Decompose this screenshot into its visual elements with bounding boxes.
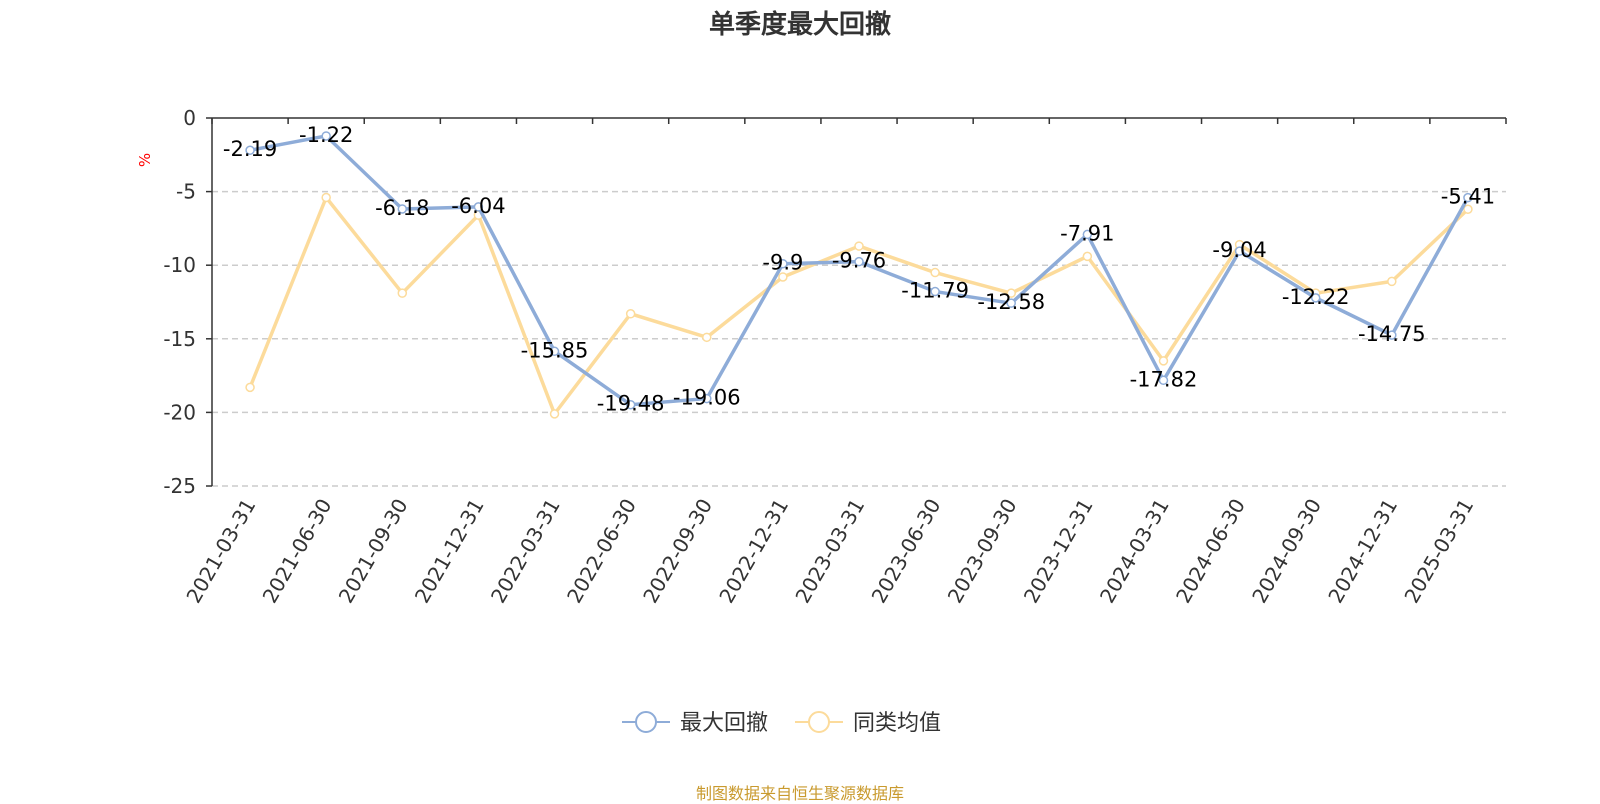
data-point[interactable] [778, 258, 788, 269]
data-point[interactable] [1158, 375, 1169, 386]
data-point[interactable] [245, 145, 255, 155]
legend[interactable]: 最大回撤 同类均值 [622, 711, 941, 736]
data-label: -12.58 [977, 290, 1045, 314]
data-label: -19.48 [597, 392, 665, 416]
data-label: -12.22 [1282, 285, 1350, 309]
data-point[interactable] [1158, 356, 1169, 366]
data-point[interactable] [549, 409, 560, 419]
x-tick-label: 2022-09-30 [638, 495, 717, 608]
data-label: -7.91 [1060, 221, 1114, 245]
data-label: -9.76 [832, 249, 886, 273]
x-tick-label: 2021-12-31 [410, 494, 489, 607]
data-point[interactable] [702, 393, 712, 404]
data-label: -14.75 [1358, 322, 1426, 346]
data-point[interactable] [625, 399, 636, 410]
data-point[interactable] [549, 346, 560, 357]
y-tick-label: -15 [163, 327, 196, 351]
legend-item-1[interactable]: 同类均值 [795, 711, 941, 736]
data-point[interactable] [1387, 276, 1397, 287]
x-tick-label: 2023-12-31 [1019, 495, 1098, 608]
x-tick-label: 2021-03-31 [181, 495, 260, 608]
data-point[interactable] [1463, 204, 1473, 215]
data-label: -2.19 [223, 137, 277, 161]
x-tick-label: 2021-06-30 [258, 495, 337, 608]
data-point[interactable] [854, 256, 864, 267]
x-tick-label: 2024-06-30 [1171, 495, 1250, 608]
grid-lines [212, 190, 1506, 487]
y-tick-label: -25 [163, 474, 196, 498]
data-labels: -2.19 -1.22 -6.18 -6.04 -15.85 -19.48 -19.06 -9… [223, 123, 1495, 416]
legend-marker [635, 711, 657, 733]
y-axis-unit-label: % [136, 153, 154, 167]
data-point[interactable] [397, 204, 408, 214]
data-label: -9.04 [1212, 238, 1266, 262]
data-point[interactable] [397, 288, 408, 298]
data-point[interactable] [321, 192, 331, 203]
data-label: -5.41 [1441, 185, 1495, 209]
x-tick-label: 2024-12-31 [1323, 495, 1402, 608]
x-tick-label: 2023-03-31 [790, 495, 869, 608]
data-label: -11.79 [901, 279, 969, 303]
x-tick-label: 2024-09-30 [1247, 495, 1326, 608]
x-tick-label: 2022-06-30 [562, 495, 641, 608]
x-tick-label: 2023-09-30 [943, 495, 1022, 608]
data-label: -6.04 [451, 194, 505, 218]
y-tick-label: -10 [163, 253, 196, 277]
data-point[interactable] [1387, 330, 1397, 340]
x-tick-label: 2022-03-31 [486, 495, 565, 608]
data-point[interactable] [1234, 246, 1245, 256]
data-point[interactable] [321, 131, 331, 141]
x-tick-label: 2025-03-31 [1399, 495, 1478, 608]
data-point[interactable] [930, 267, 940, 278]
data-label: -1.22 [299, 123, 353, 147]
data-point[interactable] [1006, 298, 1016, 308]
x-tick-label: 2024-03-31 [1095, 495, 1174, 608]
data-point[interactable] [1006, 288, 1016, 298]
data-label: -17.82 [1130, 367, 1198, 391]
legend-marker [808, 711, 830, 733]
x-tick-label: 2023-06-30 [867, 495, 946, 608]
data-point[interactable] [778, 272, 788, 282]
data-point[interactable] [854, 241, 864, 251]
y-tick-label: -20 [163, 400, 196, 424]
y-tick-label: 0 [183, 106, 196, 130]
data-point[interactable] [1082, 251, 1093, 262]
data-label: -9.9 [762, 251, 803, 275]
data-point[interactable] [1082, 229, 1093, 240]
data-point[interactable] [245, 382, 255, 393]
data-point[interactable] [1310, 293, 1321, 303]
series-layer [245, 131, 1473, 419]
x-tick-label: 2022-12-31 [714, 495, 793, 608]
x-tick-label: 2021-09-30 [334, 495, 413, 608]
data-point[interactable] [625, 309, 636, 319]
chart-title: 单季度最大回撤 [708, 10, 891, 40]
legend-label: 最大回撤 [680, 711, 768, 736]
legend-label: 同类均值 [853, 711, 941, 736]
data-point[interactable] [1463, 192, 1473, 203]
data-point[interactable] [930, 286, 940, 297]
data-label: -19.06 [673, 386, 741, 410]
data-label: -15.85 [521, 338, 589, 362]
data-label: -6.18 [375, 196, 429, 220]
source-note: 制图数据来自恒生聚源数据库 [695, 784, 904, 803]
axes: 0-5-10-15-20-25%2021-03-312021-06-302021… [136, 106, 1507, 608]
data-point[interactable] [702, 332, 712, 343]
legend-item-0[interactable]: 最大回撤 [622, 711, 768, 736]
data-point[interactable] [473, 202, 484, 212]
y-tick-label: -5 [176, 180, 196, 204]
